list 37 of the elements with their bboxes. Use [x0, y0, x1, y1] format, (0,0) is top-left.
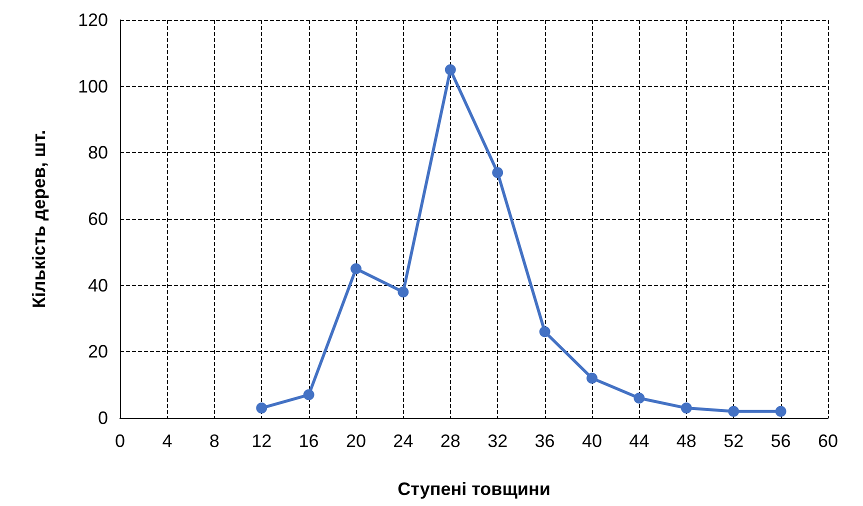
y-tick-label: 20: [88, 342, 108, 362]
x-tick-label: 60: [818, 431, 838, 451]
x-tick-label: 44: [629, 431, 650, 451]
point: [350, 263, 362, 274]
x-tick-label: 52: [724, 431, 744, 451]
x-tick-label: 8: [209, 431, 220, 451]
y-tick-label: 120: [78, 10, 108, 30]
point: [398, 286, 409, 298]
x-tick-label: 40: [582, 431, 602, 451]
x-tick-label: 16: [298, 431, 319, 451]
x-tick-label: 32: [488, 431, 508, 451]
y-tick-label: 40: [88, 275, 108, 296]
y-tick-label: 0: [98, 408, 108, 428]
x-tick-label: 28: [440, 431, 460, 451]
point: [256, 402, 268, 414]
x-tick-label: 24: [393, 431, 414, 451]
x-tick-label: 0: [114, 431, 126, 451]
y-axis-title: Кількість дерев, шт.: [29, 130, 49, 308]
x-tick-label: 12: [252, 431, 272, 451]
x-tick-label: 56: [770, 431, 791, 451]
x-tick-label: 4: [162, 431, 172, 451]
point: [586, 372, 598, 384]
point: [539, 326, 550, 338]
y-tick-label: 100: [78, 76, 108, 96]
point: [634, 392, 645, 404]
x-tick-label: 20: [346, 431, 366, 451]
y-tick-label: 80: [88, 142, 108, 163]
point: [775, 406, 786, 417]
y-tick-label: 60: [88, 209, 108, 229]
point: [444, 64, 456, 76]
x-tick-label: 36: [534, 431, 555, 451]
point: [492, 167, 504, 178]
x-tick-label: 48: [676, 431, 696, 451]
point: [303, 389, 314, 400]
x-axis-title: Ступені товщини: [398, 479, 550, 499]
point: [728, 406, 740, 417]
point: [680, 402, 692, 414]
